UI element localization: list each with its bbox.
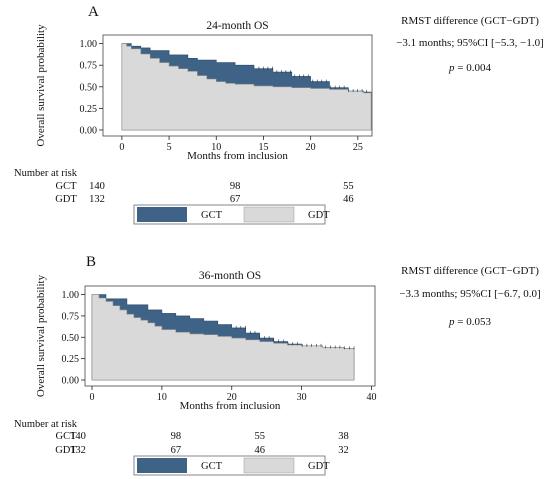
risk-row-label: GCT	[56, 431, 78, 442]
panel-label: A	[88, 4, 99, 20]
x-tick-label: 10	[211, 142, 221, 153]
y-tick-label: 0.00	[62, 376, 80, 387]
rmst-p-value: p = 0.004	[448, 62, 491, 74]
x-tick-label: 25	[353, 142, 363, 153]
legend-label-gdt: GDT	[308, 461, 330, 472]
risk-count: 67	[230, 194, 241, 205]
rmst-heading: RMST difference (GCT−GDT)	[401, 265, 539, 277]
risk-row-label: GDT	[55, 194, 77, 205]
risk-count: 67	[171, 445, 182, 456]
risk-count: 140	[70, 431, 86, 442]
risk-count: 38	[338, 431, 349, 442]
legend-swatch-gdt	[243, 457, 295, 474]
x-tick-label: 30	[297, 392, 307, 403]
panel-b: B 36-month OS 0.00 0.25 0.50 0.75 1.00 0 10 20 30 4…	[14, 254, 541, 476]
x-tick-label: 0	[119, 142, 124, 153]
risk-count: 98	[230, 181, 241, 192]
risk-count: 55	[343, 181, 354, 192]
legend-label-gdt: GDT	[308, 210, 330, 221]
risk-table-header: Number at risk	[14, 168, 78, 179]
risk-table-header: Number at risk	[14, 419, 78, 430]
panel-label: B	[86, 254, 96, 270]
risk-count: 98	[171, 431, 182, 442]
x-tick-label: 10	[157, 392, 167, 403]
risk-count: 132	[70, 445, 86, 456]
risk-row-label: GCT	[56, 181, 78, 192]
survival-area-gdt	[121, 43, 372, 131]
risk-row-label: GDT	[55, 445, 77, 456]
y-tick-label: 0.75	[62, 311, 80, 322]
survival-area-gdt	[91, 294, 355, 381]
legend-label-gct: GCT	[201, 210, 223, 221]
y-axis-label: Overall survival probability	[35, 274, 47, 397]
p-symbol: p	[448, 316, 455, 328]
p-value: = 0.004	[455, 62, 492, 74]
rmst-heading: RMST difference (GCT−GDT)	[401, 15, 539, 27]
legend-swatch-gct	[137, 458, 187, 473]
x-axis-label: Months from inclusion	[180, 400, 281, 412]
x-tick-label: 5	[167, 142, 172, 153]
x-tick-label: 20	[227, 392, 237, 403]
x-tick-label: 0	[89, 392, 94, 403]
y-tick-label: 1.00	[62, 290, 80, 301]
risk-count: 132	[89, 194, 105, 205]
risk-count: 140	[89, 181, 105, 192]
legend-label-gct: GCT	[201, 461, 223, 472]
y-tick-label: 0.50	[80, 82, 98, 93]
rmst-p-value: p = 0.053	[448, 316, 491, 328]
chart-title: 24-month OS	[206, 20, 268, 32]
rmst-estimate: −3.1 months; 95%CI [−5.3, −1.0]	[396, 37, 544, 49]
x-tick-label: 15	[258, 142, 268, 153]
y-tick-label: 0.00	[80, 125, 98, 136]
y-tick-label: 0.50	[62, 333, 80, 344]
y-tick-label: 0.25	[62, 354, 80, 365]
chart-title: 36-month OS	[199, 270, 261, 282]
panel-a: A 24-month OS 0.00 0.25 0.50 0.75 1.00 0 5 10 15 20…	[14, 4, 544, 225]
y-tick-label: 1.00	[80, 39, 98, 50]
risk-count: 46	[254, 445, 265, 456]
legend-swatch-gdt	[243, 206, 295, 223]
x-tick-label: 40	[367, 392, 377, 403]
rmst-estimate: −3.3 months; 95%CI [−6.7, 0.0]	[399, 288, 540, 300]
x-axis-label: Months from inclusion	[187, 150, 288, 162]
risk-count: 46	[343, 194, 354, 205]
y-axis-label: Overall survival probability	[35, 24, 47, 147]
p-value: = 0.053	[455, 316, 492, 328]
y-tick-label: 0.25	[80, 104, 98, 115]
p-symbol: p	[448, 62, 455, 74]
risk-count: 55	[254, 431, 265, 442]
risk-count: 32	[338, 445, 349, 456]
x-tick-label: 20	[306, 142, 316, 153]
legend-swatch-gct	[137, 207, 187, 222]
y-tick-label: 0.75	[80, 61, 98, 72]
